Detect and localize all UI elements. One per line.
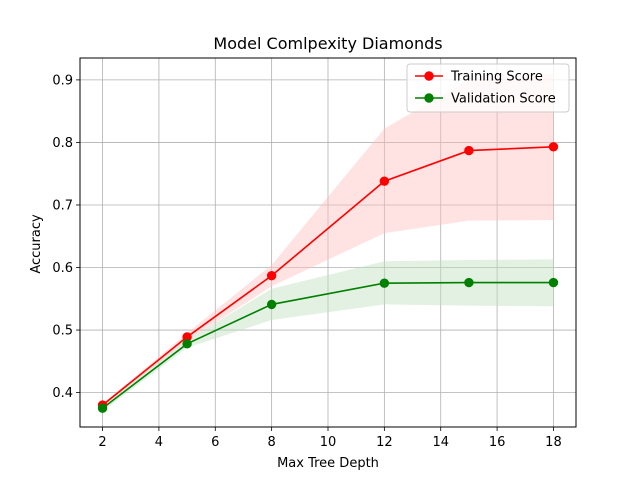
data-point — [464, 145, 474, 156]
y-tick-label: 0.8 — [52, 136, 73, 151]
legend-label-0: Training Score — [450, 70, 543, 85]
y-axis-label: Accuracy — [29, 214, 44, 274]
x-tick-label: 8 — [267, 435, 275, 450]
x-axis-label: Max Tree Depth — [277, 456, 379, 471]
x-tick-label: 2 — [98, 435, 106, 450]
data-point — [548, 277, 559, 288]
y-tick-label: 0.9 — [52, 73, 73, 88]
grid — [80, 58, 576, 427]
confidence-band-1 — [102, 259, 554, 412]
legend-label-1: Validation Score — [451, 92, 556, 107]
x-tick-label: 4 — [155, 435, 163, 450]
series-markers — [97, 142, 559, 413]
legend-marker-0 — [424, 71, 434, 81]
series-line-0 — [102, 146, 554, 406]
x-tick-label: 10 — [320, 435, 337, 450]
data-point — [266, 299, 277, 310]
axis-ticks: 2 4 6 8 10 12 14 16 18 0.4 0.5 0.6 0.7 0.8 0.9 — [52, 73, 561, 450]
series-line-1 — [102, 281, 554, 409]
y-tick-label: 0.6 — [52, 261, 73, 276]
y-tick-label: 0.4 — [52, 386, 73, 401]
y-tick-label: 0.7 — [52, 198, 73, 213]
legend-marker-1 — [424, 93, 434, 103]
x-tick-label: 18 — [545, 435, 562, 450]
x-tick-label: 14 — [432, 435, 449, 450]
confidence-bands — [102, 73, 554, 412]
series-lines — [102, 146, 554, 409]
data-point — [182, 339, 192, 349]
data-point — [379, 278, 390, 288]
data-point — [97, 403, 108, 413]
confidence-band-0 — [102, 73, 554, 407]
data-point — [379, 176, 390, 186]
legend-box — [406, 63, 570, 113]
data-point — [548, 142, 559, 152]
legend: Training Score Validation Score — [406, 63, 570, 113]
data-point — [266, 270, 277, 281]
x-tick-label: 12 — [376, 435, 393, 450]
chart-title: Model Comlpexity Diamonds — [213, 34, 442, 53]
x-tick-label: 16 — [489, 435, 506, 450]
data-point — [464, 277, 474, 288]
x-tick-label: 6 — [211, 435, 219, 450]
y-tick-label: 0.5 — [52, 324, 73, 339]
